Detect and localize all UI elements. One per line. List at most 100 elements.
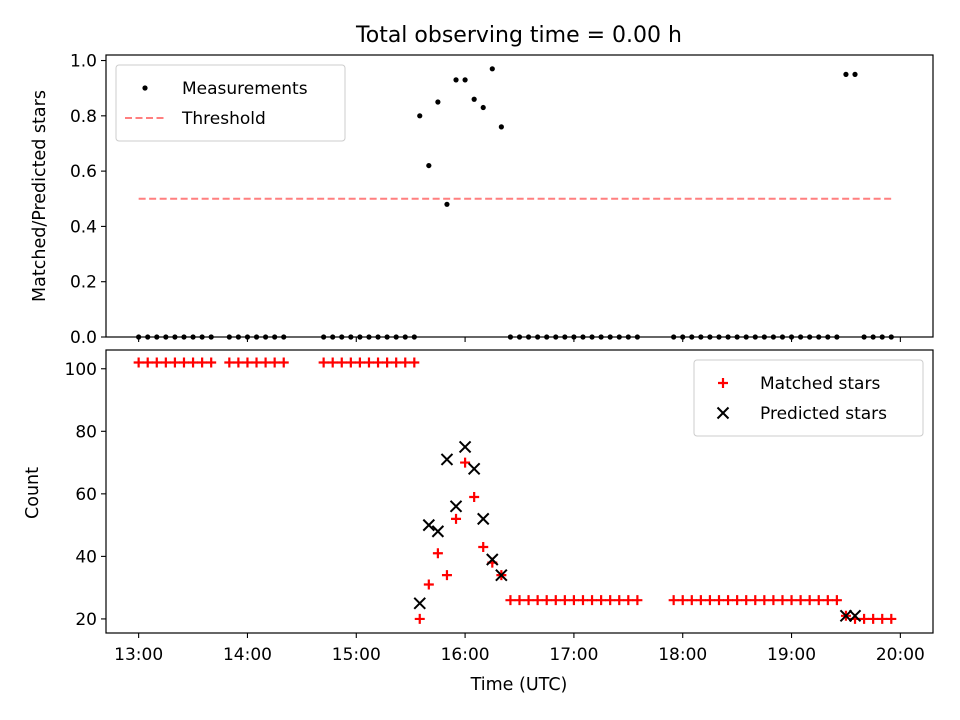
matched-stars-point (469, 491, 480, 502)
bottom-x-tick-label: 16:00 (441, 645, 490, 665)
top-y-tick-label: 0.2 (70, 273, 97, 293)
top-y-tick-label: 0.0 (70, 328, 97, 348)
bottom-x-tick-label: 19:00 (767, 645, 816, 665)
matched-stars-point (704, 595, 715, 606)
bottom-plot-area: 20 40 60 80 100 13:00 14:00 15:00 16:00 17:00 18:0… (65, 349, 934, 665)
matched-stars-point (804, 595, 815, 606)
matched-stars-point (414, 613, 425, 624)
matched-stars-point (224, 357, 235, 368)
matched-stars-point (432, 548, 443, 559)
measurements-point (480, 104, 486, 111)
matched-stars-point (859, 613, 870, 624)
matched-stars-point (327, 357, 338, 368)
matched-stars-point (877, 613, 888, 624)
matched-stars-point (668, 595, 679, 606)
measurements-point (852, 71, 858, 77)
threshold-legend-label: Threshold (181, 109, 266, 129)
matched-stars-point (400, 357, 411, 368)
matched-stars-point (723, 595, 734, 606)
predicted-stars-point (477, 512, 490, 526)
matched-stars-point (133, 357, 144, 368)
bottom-legend-box (693, 359, 924, 437)
matched-stars-point (886, 613, 897, 624)
predicted-stars-point (486, 553, 499, 566)
measurements-point (435, 99, 441, 105)
matched-stars-point (460, 457, 471, 468)
bottom-y-tick-label: 100 (65, 360, 97, 380)
matched-stars-legend-label: Matched stars (760, 374, 880, 394)
bottom-y-tick-label: 60 (75, 485, 97, 505)
chart-title: Total observing time = 0.00 h (355, 23, 682, 48)
matched-stars-point (382, 357, 393, 368)
measurements-point (489, 66, 495, 72)
measurements-point (843, 71, 849, 77)
matched-stars-point (713, 595, 724, 606)
predicted-stars-legend-label: Predicted stars (760, 404, 887, 424)
top-legend: Measurements Threshold (115, 64, 346, 142)
matched-stars-point (813, 595, 824, 606)
top-legend-box (115, 64, 346, 142)
matched-stars-point (577, 595, 588, 606)
top-y-tick-label: 0.4 (70, 217, 97, 237)
matched-stars-point (732, 595, 743, 606)
matched-stars-legend-swatch (718, 378, 728, 388)
predicted-stars-point (413, 597, 426, 610)
matched-stars-point (559, 595, 570, 606)
matched-stars-point (423, 579, 434, 590)
matched-stars-point (587, 595, 598, 606)
matched-stars-point (354, 357, 365, 368)
matched-stars-point (505, 595, 516, 606)
matched-stars-point (786, 595, 797, 606)
measurements-point (498, 124, 504, 130)
bottom-x-tick-label: 17:00 (549, 645, 598, 665)
matched-stars-point (478, 542, 489, 553)
bottom-legend: Matched stars Predicted stars (693, 359, 924, 437)
matched-stars-point (251, 357, 262, 368)
matched-stars-point (632, 595, 643, 606)
bottom-y-tick-label: 20 (75, 610, 97, 630)
bottom-y-axis-label: Count (23, 467, 43, 519)
bottom-y-tick-label: 40 (75, 547, 97, 567)
bottom-y-tick-label: 80 (75, 422, 97, 442)
matched-stars-point (750, 595, 761, 606)
matched-stars-point (260, 357, 271, 368)
matched-stars-point (741, 595, 752, 606)
predicted-stars-point (467, 462, 481, 476)
measurements-point (471, 96, 477, 102)
measurements-point (426, 162, 432, 169)
predicted-stars-point (440, 453, 454, 466)
predicted-stars-point (848, 609, 862, 623)
matched-stars-point (363, 357, 374, 368)
matched-stars-point (151, 357, 162, 368)
predicted-stars-point (839, 609, 853, 623)
matched-stars-point (278, 357, 289, 368)
predicted-stars-point (458, 440, 472, 454)
matched-stars-point (541, 595, 552, 606)
matched-stars-point (373, 357, 384, 368)
matched-stars-point (532, 595, 543, 606)
matched-stars-point (142, 357, 153, 368)
measurements-point (462, 77, 468, 83)
x-axis-label: Time (UTC) (470, 675, 568, 695)
measurements-point (444, 201, 450, 207)
matched-stars-point (614, 595, 625, 606)
matched-stars-point (795, 595, 806, 606)
matched-stars-point (242, 357, 253, 368)
matched-stars-point (441, 570, 452, 581)
measurements-legend-label: Measurements (182, 79, 308, 99)
matched-stars-point (868, 613, 879, 624)
matched-stars-point (623, 595, 634, 606)
top-y-axis-label: Matched/Predicted stars (30, 90, 50, 302)
matched-stars-point (596, 595, 607, 606)
matched-stars-point (160, 357, 171, 368)
matched-stars-point (759, 595, 770, 606)
matched-stars-point (188, 357, 199, 368)
matched-stars-point (391, 357, 402, 368)
bottom-x-tick-label: 13:00 (114, 645, 163, 665)
matched-stars-point (831, 595, 842, 606)
matched-stars-point (686, 595, 697, 606)
matched-stars-point (451, 513, 462, 524)
matched-stars-point (677, 595, 688, 606)
matched-stars-point (197, 357, 208, 368)
